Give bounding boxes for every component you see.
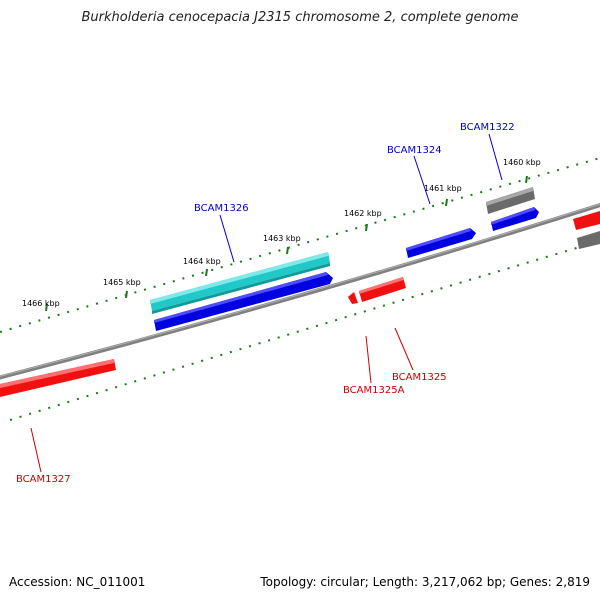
major-tick <box>45 303 48 312</box>
major-tick <box>205 268 208 277</box>
scale-labels: 1466 kbp 1465 kbp 1464 kbp 1463 kbp 1462 kbp… <box>22 158 541 308</box>
scale-label: 1466 kbp <box>22 299 60 308</box>
leader-lines <box>30 133 503 473</box>
gene-bcam1324-large[interactable] <box>154 272 333 331</box>
major-tick <box>125 290 128 299</box>
map-title: Burkholderia cenocepacia J2315 chromosom… <box>81 10 519 25</box>
scale-label: 1464 kbp <box>183 257 221 266</box>
gene-bcam1325a[interactable] <box>348 292 358 304</box>
accession-text: Accession: NC_011001 <box>9 575 146 589</box>
gene-bcam1322[interactable] <box>491 207 539 231</box>
major-tick <box>286 246 289 255</box>
scale-label: 1463 kbp <box>263 234 301 243</box>
gene-red-edge-upper[interactable] <box>573 211 600 230</box>
gene-label[interactable]: BCAM1326 <box>194 203 249 214</box>
outer-ruler <box>0 157 600 333</box>
gene-bcam1326[interactable] <box>150 252 330 314</box>
scale-label: 1462 kbp <box>344 209 382 218</box>
genome-info-text: Topology: circular; Length: 3,217,062 bp… <box>260 575 590 589</box>
gene-bcam1324[interactable] <box>406 228 476 258</box>
gene-bcam1327[interactable] <box>0 359 116 397</box>
gene-labels: BCAM1322 BCAM1324 BCAM1326 BCAM1325 BCAM1325… <box>16 122 515 485</box>
major-ticks <box>45 175 528 312</box>
scale-label: 1465 kbp <box>103 278 141 287</box>
gene-label[interactable]: BCAM1324 <box>387 145 442 156</box>
major-tick <box>365 223 368 232</box>
scale-label: 1461 kbp <box>424 184 462 193</box>
gene-label[interactable]: BCAM1327 <box>16 474 71 485</box>
gene-gray-edge[interactable] <box>577 231 600 249</box>
genome-backbone-highlight <box>0 203 600 377</box>
gene-bcam1325[interactable] <box>359 277 406 302</box>
gene-gray-upper[interactable] <box>486 187 535 214</box>
gene-label[interactable]: BCAM1325A <box>343 385 405 396</box>
major-tick <box>525 175 528 184</box>
gene-label[interactable]: BCAM1325 <box>392 372 447 383</box>
major-tick <box>445 198 448 207</box>
gene-label[interactable]: BCAM1322 <box>460 122 515 133</box>
scale-label: 1460 kbp <box>503 158 541 167</box>
inner-ruler <box>9 243 591 421</box>
genome-backbone <box>0 203 600 380</box>
